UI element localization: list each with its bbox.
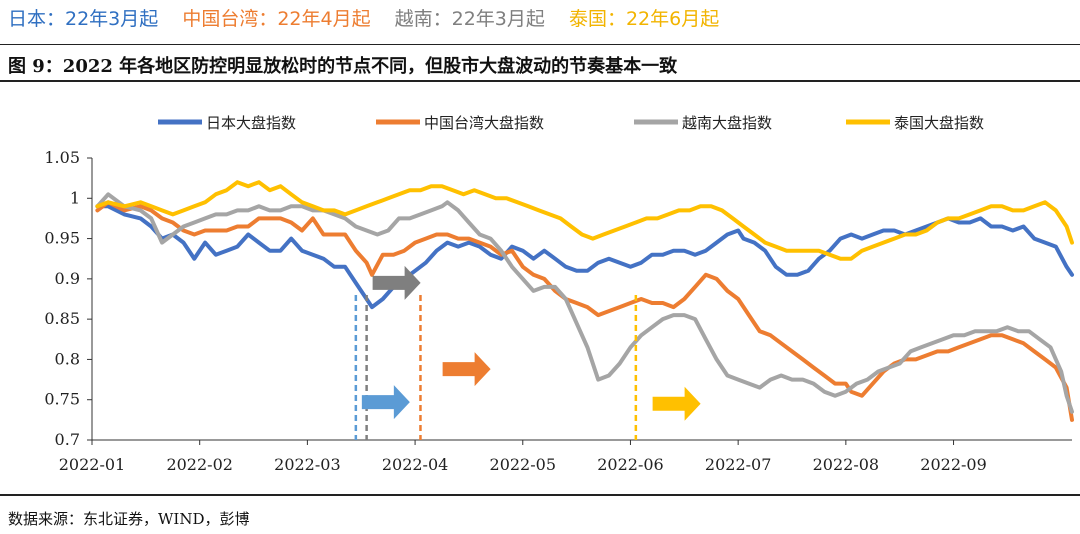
x-tick-label: 2022-08	[813, 455, 879, 474]
x-tick-label: 2022-05	[490, 455, 556, 474]
easing-dates-note: 日本：22年3月起 中国台湾：22年4月起 越南：22年3月起 泰国：22年6月…	[8, 4, 737, 32]
note-thailand: 泰国：22年6月起	[568, 8, 720, 30]
series-line	[95, 204, 1074, 310]
top-rule	[0, 44, 1080, 45]
x-tick-label: 2022-03	[274, 455, 340, 474]
arrow-shape	[442, 352, 491, 387]
series-line	[95, 200, 1074, 422]
legend-label: 日本大盘指数	[206, 114, 296, 132]
bottom-rule	[0, 494, 1080, 496]
figure-title: 图 9：2022 年各地区防控明显放松时的节点不同，但股市大盘波动的节奏基本一致	[8, 56, 678, 77]
y-tick-label: 0.8	[55, 349, 80, 368]
legend-label: 中国台湾大盘指数	[424, 114, 544, 132]
arrow-shape	[372, 265, 421, 300]
series-line	[95, 180, 1074, 261]
x-tick-label: 2022-01	[59, 455, 125, 474]
y-tick-label: 0.7	[55, 430, 80, 449]
y-tick-label: 0.95	[44, 229, 80, 248]
note-taiwan: 中国台湾：22年4月起	[182, 8, 371, 30]
y-tick-label: 1.05	[44, 148, 80, 167]
legend-label: 泰国大盘指数	[894, 114, 984, 132]
x-tick-label: 2022-04	[382, 455, 448, 474]
series-line	[95, 192, 1074, 414]
x-tick-label: 2022-07	[705, 455, 771, 474]
source-note: 数据来源：东北证券，WIND，彭博	[8, 510, 250, 528]
x-tick-label: 2022-06	[597, 455, 663, 474]
legend-label: 越南大盘指数	[682, 114, 772, 132]
y-tick-label: 0.85	[44, 309, 80, 328]
y-tick-label: 0.75	[44, 390, 80, 409]
arrow-shape	[652, 386, 701, 421]
y-tick-label: 0.9	[55, 269, 80, 288]
x-tick-label: 2022-09	[920, 455, 986, 474]
note-vietnam: 越南：22年3月起	[394, 8, 545, 30]
line-chart: 0.7 0.75 0.8 0.85 0.9 0.95 1 1.05 2022-01 2022-02…	[44, 114, 1074, 474]
arrow-shape	[361, 385, 410, 420]
x-tick-label: 2022-02	[166, 455, 232, 474]
y-tick-label: 1	[70, 188, 80, 207]
title-rule	[0, 80, 1080, 82]
note-japan: 日本：22年3月起	[8, 8, 159, 30]
